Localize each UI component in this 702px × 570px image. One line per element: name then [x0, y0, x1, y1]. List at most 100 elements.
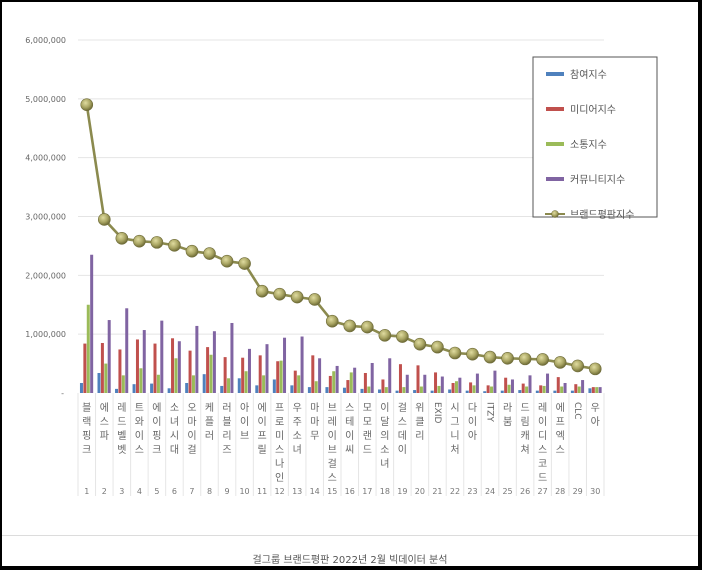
- category-label-char: 플: [205, 416, 214, 428]
- legend-label: 미디어지수: [570, 104, 616, 116]
- category-label-char: 레: [117, 402, 126, 414]
- category-label-char: 이: [240, 416, 249, 428]
- category-label-char: 녀: [293, 444, 302, 456]
- brand-index-point: [518, 352, 532, 366]
- y-tick-label: 3,000,000: [25, 213, 66, 222]
- legend-label: 참여지수: [570, 69, 607, 81]
- bar-1: [202, 374, 206, 393]
- brand-index-point: [80, 98, 94, 112]
- category-label-char: 랙: [82, 416, 91, 428]
- bar-1: [413, 390, 417, 393]
- category-label-char: 리: [415, 430, 424, 442]
- rank-label: 24: [485, 487, 495, 496]
- category-label-char: 마: [310, 402, 319, 414]
- bar-4: [247, 348, 251, 393]
- rank-label: 22: [450, 487, 460, 496]
- y-tick-label: -: [61, 389, 64, 398]
- bar-3: [191, 375, 195, 393]
- category-label-char: 레: [538, 402, 547, 414]
- bar-3: [104, 363, 108, 393]
- category-label-char: 드: [538, 473, 547, 484]
- category-label-char: 러: [222, 402, 231, 414]
- bar-2: [311, 355, 315, 393]
- category-label-char: 스: [398, 416, 407, 428]
- caption-divider: [2, 535, 698, 536]
- brand-index-point: [588, 362, 602, 376]
- bar-2: [469, 382, 473, 393]
- bar-1: [570, 390, 574, 393]
- legend-label: 소통지수: [570, 139, 607, 151]
- bar-3: [419, 386, 423, 393]
- bar-3: [262, 375, 266, 393]
- bar-4: [388, 358, 392, 393]
- rank-label: 1: [84, 487, 89, 496]
- y-tick-label: 6,000,000: [25, 36, 66, 45]
- category-label-char: 블: [82, 402, 91, 414]
- category-label-char: 무: [310, 431, 319, 442]
- brand-index-point: [308, 293, 322, 306]
- bar-1: [272, 379, 276, 393]
- category-label-char: 대: [170, 444, 179, 456]
- category-label-char: 크: [82, 445, 91, 456]
- rank-label: 9: [224, 487, 229, 496]
- bar-4: [546, 373, 550, 393]
- category-label-char: 캐: [520, 430, 529, 442]
- category-label: CLC: [572, 402, 582, 420]
- rank-label: 19: [397, 487, 407, 496]
- bar-1: [307, 387, 311, 393]
- bar-4: [90, 254, 94, 393]
- bar-1: [378, 389, 382, 393]
- category-label-char: 이: [538, 416, 547, 428]
- rank-label: 21: [432, 487, 442, 496]
- y-tick-label: 2,000,000: [25, 271, 66, 280]
- category-label-char: 아: [240, 402, 249, 414]
- brand-index-point: [501, 351, 514, 365]
- category-label-char: 레: [328, 416, 337, 428]
- bar-2: [223, 357, 227, 393]
- category-label-char: 브: [328, 402, 337, 414]
- y-tick-label: 4,000,000: [25, 154, 66, 163]
- bar-3: [560, 386, 564, 393]
- category-label-char: 에: [257, 402, 266, 414]
- category-label-char: 엑: [556, 430, 565, 442]
- bar-3: [507, 384, 511, 393]
- bar-3: [577, 386, 581, 393]
- category-label-char: 벨: [117, 430, 126, 442]
- bar-4: [142, 330, 146, 393]
- brand-index-point: [150, 236, 164, 249]
- rank-label: 29: [573, 487, 583, 496]
- category-label-char: 달: [380, 416, 389, 428]
- bar-2: [434, 372, 438, 393]
- category-label-char: 파: [100, 430, 109, 442]
- bar-2: [276, 361, 280, 393]
- bar-1: [150, 383, 154, 393]
- bar-2: [591, 387, 595, 393]
- bar-2: [416, 365, 420, 393]
- rank-label: 17: [362, 487, 372, 496]
- category-label-char: 아: [468, 430, 477, 442]
- rank-label: 25: [502, 487, 512, 496]
- bar-1: [553, 390, 557, 393]
- category-label-char: 리: [222, 430, 231, 442]
- category-label-char: 랜: [363, 430, 372, 442]
- bar-3: [86, 304, 90, 393]
- category-label-char: 스: [328, 472, 337, 484]
- bar-4: [510, 379, 514, 393]
- rank-label: 14: [310, 487, 320, 496]
- rank-label: 10: [239, 487, 249, 496]
- bar-4: [370, 362, 374, 393]
- category-label-char: 그: [450, 417, 459, 428]
- bar-4: [265, 344, 269, 393]
- category-label: EXID: [432, 402, 442, 424]
- category-label-char: 우: [293, 402, 302, 414]
- rank-label: 15: [327, 487, 337, 496]
- bar-3: [227, 378, 231, 393]
- category-label-char: 다: [468, 402, 477, 414]
- bar-2: [83, 343, 87, 393]
- category-label-char: 이: [187, 430, 196, 442]
- category-label-char: 아: [591, 416, 600, 428]
- bar-3: [209, 354, 213, 393]
- category-label-char: 스: [135, 444, 144, 456]
- bar-1: [500, 390, 504, 393]
